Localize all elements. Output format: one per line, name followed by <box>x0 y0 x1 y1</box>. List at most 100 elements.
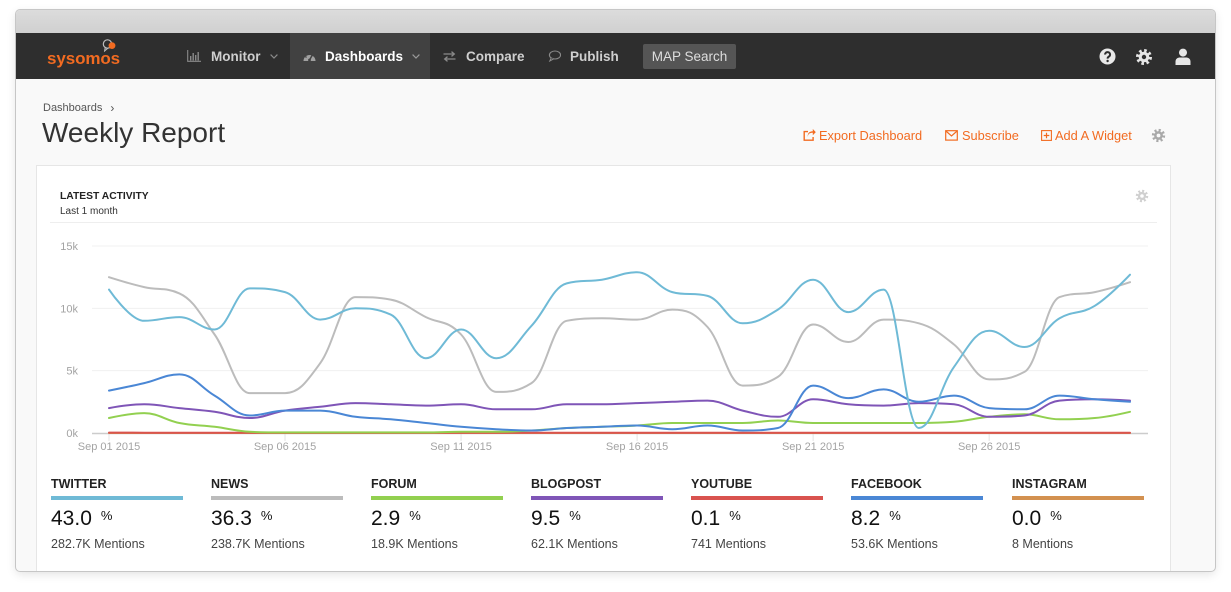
x-tick-label: Sep 26 2015 <box>958 441 1020 453</box>
widget-subtitle: Last 1 month <box>60 206 118 217</box>
data-point-news <box>845 339 851 345</box>
breadcrumb-dashboards-link[interactable]: Dashboards <box>43 102 103 114</box>
data-point-forum <box>1057 416 1063 422</box>
widget-settings-gear-icon[interactable] <box>1135 189 1149 203</box>
data-point-news <box>599 315 605 321</box>
stat-label: FACEBOOK <box>851 477 922 491</box>
data-point-facebook <box>986 405 992 411</box>
data-point-forum <box>881 420 887 426</box>
plus-square-icon <box>1041 129 1052 141</box>
sysomos-logo[interactable]: sysomos <box>47 33 120 79</box>
latest-activity-widget: LATEST ACTIVITY Last 1 month 0k 5k 10k 15k S… <box>36 165 1171 571</box>
data-point-blogpost <box>810 396 816 402</box>
nav-publish-label: Publish <box>570 48 619 64</box>
browser-window: sysomos Monitor Dashboards <box>16 10 1215 571</box>
gear-icon[interactable] <box>1135 48 1153 66</box>
data-point-forum <box>212 424 218 430</box>
series-forum <box>106 410 1131 435</box>
stat-forum: FORUM 2.9% 18.9K Mentions <box>371 476 511 556</box>
speech-bubble-icon <box>548 50 561 62</box>
data-point-facebook <box>951 393 957 399</box>
data-point-forum <box>951 419 957 425</box>
stat-percent: 43.0% <box>51 507 112 533</box>
data-point-forum <box>106 415 112 421</box>
stat-percent: 0.0% <box>1012 507 1062 533</box>
data-point-twitter <box>352 305 358 311</box>
data-point-news <box>493 389 499 395</box>
data-point-forum <box>317 429 323 435</box>
x-tick-label: Sep 16 2015 <box>606 441 668 453</box>
help-icon[interactable] <box>1099 48 1116 65</box>
logo-text: sysomos <box>47 48 121 68</box>
series-line-twitter <box>108 271 1131 429</box>
data-point-facebook <box>458 424 464 430</box>
stat-label: TWITTER <box>51 477 107 491</box>
data-point-facebook <box>529 428 535 434</box>
nav-monitor-label: Monitor <box>211 48 261 64</box>
data-point-youtube <box>845 430 851 436</box>
nav-dashboards-label: Dashboards <box>325 48 404 64</box>
dashboard-settings-gear-icon[interactable] <box>1151 128 1166 143</box>
add-widget-label: Add A Widget <box>1055 127 1132 143</box>
stat-percent-value: 9.5 <box>531 507 561 530</box>
data-point-news <box>634 317 640 323</box>
data-point-twitter <box>1021 344 1027 350</box>
data-point-news <box>423 314 429 320</box>
export-dashboard-button[interactable]: Export Dashboard <box>803 127 922 143</box>
data-point-facebook <box>212 393 218 399</box>
stat-color-bar <box>371 496 503 500</box>
stat-mentions: 282.7K Mentions <box>51 537 145 551</box>
data-point-youtube <box>599 430 605 436</box>
breadcrumb: Dashboards › <box>43 101 114 115</box>
nav-publish[interactable]: Publish <box>548 33 619 79</box>
data-point-blogpost <box>951 401 957 407</box>
data-point-youtube <box>141 430 147 436</box>
series-line-news <box>108 276 1131 395</box>
user-icon[interactable] <box>1175 48 1191 65</box>
data-point-twitter <box>423 355 429 361</box>
nav-monitor[interactable]: Monitor <box>187 33 278 79</box>
dashboard-gauge-icon <box>303 51 316 62</box>
data-point-blogpost <box>564 401 570 407</box>
data-point-facebook <box>916 399 922 405</box>
data-point-blogpost <box>634 400 640 406</box>
data-point-blogpost <box>845 401 851 407</box>
nav-dashboards[interactable]: Dashboards <box>303 33 420 79</box>
data-point-facebook <box>881 386 887 392</box>
stat-mentions: 62.1K Mentions <box>531 537 618 551</box>
stat-blogpost: BLOGPOST 9.5% 62.1K Mentions <box>531 476 671 556</box>
data-point-facebook <box>740 428 746 434</box>
latest-activity-line-chart: 0k 5k 10k 15k Sep 01 2015 Sep 06 2015 Sep 11 2… <box>60 241 1148 453</box>
stat-percent-value: 8.2 <box>851 507 881 530</box>
data-point-twitter <box>986 328 992 334</box>
data-point-facebook <box>810 383 816 389</box>
subscribe-button[interactable]: Subscribe <box>945 127 1019 143</box>
bar-chart-icon <box>187 50 201 62</box>
data-point-news <box>564 318 570 324</box>
data-point-news <box>141 284 147 290</box>
data-point-blogpost <box>986 414 992 420</box>
data-point-blogpost <box>775 414 781 420</box>
stat-mentions: 238.7K Mentions <box>211 537 305 551</box>
data-point-facebook <box>564 425 570 431</box>
data-point-news <box>1092 289 1098 295</box>
data-point-blogpost <box>493 406 499 412</box>
nav-compare[interactable]: Compare <box>443 33 525 79</box>
stat-color-bar <box>51 496 183 500</box>
data-point-facebook <box>176 371 182 377</box>
widget-header-divider <box>50 222 1157 223</box>
data-point-blogpost <box>106 405 112 411</box>
page-title: Weekly Report <box>42 117 226 148</box>
data-point-news <box>916 320 922 326</box>
series-line-blogpost <box>108 398 1131 419</box>
export-icon <box>803 129 816 141</box>
y-tick-label: 0k <box>66 428 78 440</box>
data-point-forum <box>810 420 816 426</box>
map-search-button[interactable]: MAP Search <box>643 44 736 69</box>
stat-youtube: YOUTUBE 0.1% 741 Mentions <box>691 476 831 556</box>
y-tick-label: 5k <box>66 366 78 378</box>
add-widget-button[interactable]: Add A Widget <box>1041 127 1132 143</box>
x-tick-label: Sep 11 2015 <box>430 441 492 453</box>
data-point-blogpost <box>740 408 746 414</box>
data-point-facebook <box>669 426 675 432</box>
